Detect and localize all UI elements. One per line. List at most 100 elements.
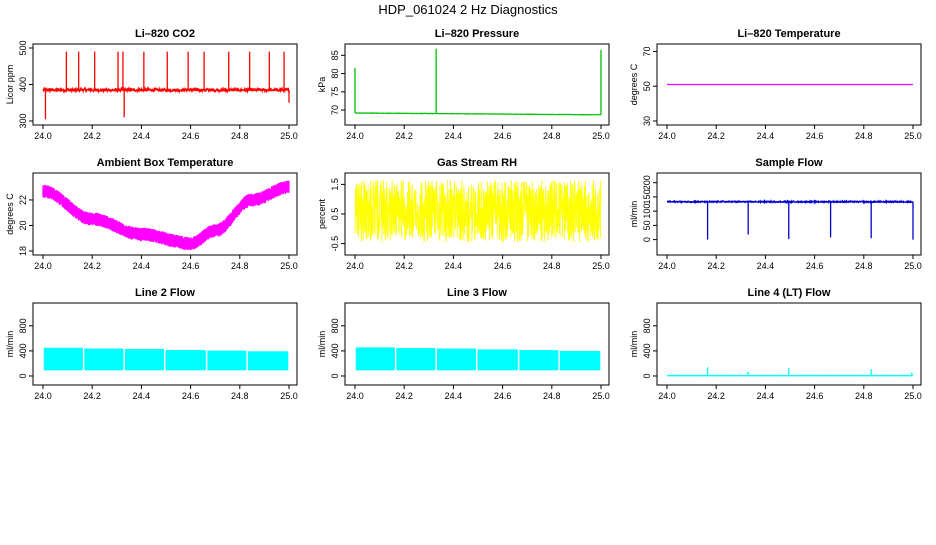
panel-title-rh: Gas Stream RH (437, 157, 517, 169)
block-line2-1 (84, 349, 123, 371)
x-tick-label-rh-5: 25.0 (592, 261, 610, 271)
series-line-sample (667, 201, 913, 202)
x-tick-label-co2-2: 24.4 (133, 131, 151, 141)
y-tick-label-temperature-1: 50 (642, 81, 652, 91)
y-tick-label-rh-2: 1.5 (330, 178, 340, 191)
x-tick-label-ambient-0: 24.0 (34, 261, 52, 271)
x-tick-label-co2-4: 24.8 (231, 131, 249, 141)
block-line3-5 (560, 351, 600, 370)
y-axis-label-temperature: degrees C (629, 63, 639, 105)
x-tick-label-temperature-3: 24.6 (806, 131, 824, 141)
block-line3-2 (437, 349, 476, 371)
y-tick-label-sample-1: 50 (642, 220, 652, 230)
x-tick-label-line2-3: 24.6 (182, 391, 200, 401)
y-axis-label-line2: ml/min (5, 331, 15, 358)
x-tick-label-line4-0: 24.0 (658, 391, 676, 401)
y-tick-label-ambient-0: 18 (18, 246, 28, 256)
block-line2-0 (44, 348, 83, 371)
x-tick-label-co2-5: 25.0 (280, 131, 298, 141)
x-tick-label-pressure-3: 24.6 (494, 131, 512, 141)
x-tick-label-line3-1: 24.2 (395, 391, 413, 401)
series-sample (667, 201, 913, 239)
series-line-pressure (355, 113, 601, 115)
y-tick-label-sample-3: 150 (642, 189, 652, 204)
plot-frame-line3 (345, 303, 609, 385)
panel-title-sample: Sample Flow (755, 157, 823, 169)
series-line-co2 (43, 89, 289, 92)
series-band-ambient (43, 181, 289, 250)
x-tick-label-line4-1: 24.2 (707, 391, 725, 401)
panel-rh: Gas Stream RH 24.0 24.2 24.4 24.6 24.8 25.0 -0.… (317, 157, 610, 271)
y-tick-label-ambient-1: 20 (18, 220, 28, 230)
y-tick-label-rh-0: -0.5 (330, 236, 340, 252)
series-line3 (356, 347, 601, 370)
y-tick-label-line2-0: 0 (18, 373, 28, 378)
x-tick-label-line2-0: 24.0 (34, 391, 52, 401)
x-tick-label-temperature-5: 25.0 (904, 131, 922, 141)
y-tick-label-sample-4: 200 (642, 175, 652, 190)
series-line2 (44, 348, 289, 371)
x-tick-label-rh-3: 24.6 (494, 261, 512, 271)
x-tick-label-pressure-0: 24.0 (346, 131, 364, 141)
series-line4 (667, 367, 913, 375)
y-tick-label-line4-0: 0 (642, 373, 652, 378)
x-tick-label-rh-0: 24.0 (346, 261, 364, 271)
y-tick-label-pressure-1: 75 (330, 87, 340, 97)
y-tick-label-line2-2: 800 (18, 318, 28, 333)
panel-title-co2: Li–820 CO2 (135, 28, 195, 40)
panel-title-temperature: Li–820 Temperature (737, 28, 840, 40)
panel-title-pressure: Li–820 Pressure (435, 28, 519, 40)
x-tick-label-temperature-4: 24.8 (855, 131, 873, 141)
plot-frame-co2 (33, 44, 297, 125)
y-tick-label-line3-2: 800 (330, 318, 340, 333)
x-tick-label-ambient-2: 24.4 (133, 261, 151, 271)
block-line3-0 (356, 347, 395, 370)
x-tick-label-sample-5: 25.0 (904, 261, 922, 271)
x-tick-label-ambient-3: 24.6 (182, 261, 200, 271)
block-line3-1 (396, 348, 435, 370)
y-axis-label-sample: ml/min (629, 201, 639, 228)
figure-title: HDP_061024 2 Hz Diagnostics (378, 2, 558, 17)
block-line2-4 (207, 351, 246, 371)
x-tick-label-sample-4: 24.8 (855, 261, 873, 271)
x-tick-label-pressure-4: 24.8 (543, 131, 561, 141)
y-tick-label-sample-0: 0 (642, 237, 652, 242)
y-tick-label-pressure-0: 70 (330, 105, 340, 115)
plot-frame-line2 (33, 303, 297, 385)
x-tick-label-line3-4: 24.8 (543, 391, 561, 401)
x-tick-label-temperature-0: 24.0 (658, 131, 676, 141)
series-rh (355, 180, 601, 242)
x-tick-label-sample-1: 24.2 (707, 261, 725, 271)
y-tick-label-line3-1: 400 (330, 343, 340, 358)
x-tick-label-rh-2: 24.4 (445, 261, 463, 271)
y-tick-label-rh-1: 0.5 (330, 208, 340, 221)
x-tick-label-line2-5: 25.0 (280, 391, 298, 401)
series-line-rh (355, 180, 601, 242)
panel-title-line2: Line 2 Flow (135, 287, 195, 299)
x-tick-label-rh-4: 24.8 (543, 261, 561, 271)
y-tick-label-co2-2: 500 (18, 40, 28, 55)
y-tick-label-pressure-2: 80 (330, 69, 340, 79)
x-tick-label-sample-0: 24.0 (658, 261, 676, 271)
y-axis-label-line3: ml/min (317, 331, 327, 358)
x-tick-label-temperature-1: 24.2 (707, 131, 725, 141)
x-tick-label-ambient-5: 25.0 (280, 261, 298, 271)
x-tick-label-line2-2: 24.4 (133, 391, 151, 401)
x-tick-label-rh-1: 24.2 (395, 261, 413, 271)
y-tick-label-temperature-2: 70 (642, 46, 652, 56)
x-tick-label-line3-3: 24.6 (494, 391, 512, 401)
x-tick-label-line4-4: 24.8 (855, 391, 873, 401)
y-tick-label-ambient-2: 22 (18, 195, 28, 205)
x-tick-label-ambient-4: 24.8 (231, 261, 249, 271)
block-line2-3 (166, 350, 206, 370)
panel-title-line4: Line 4 (LT) Flow (748, 287, 831, 299)
